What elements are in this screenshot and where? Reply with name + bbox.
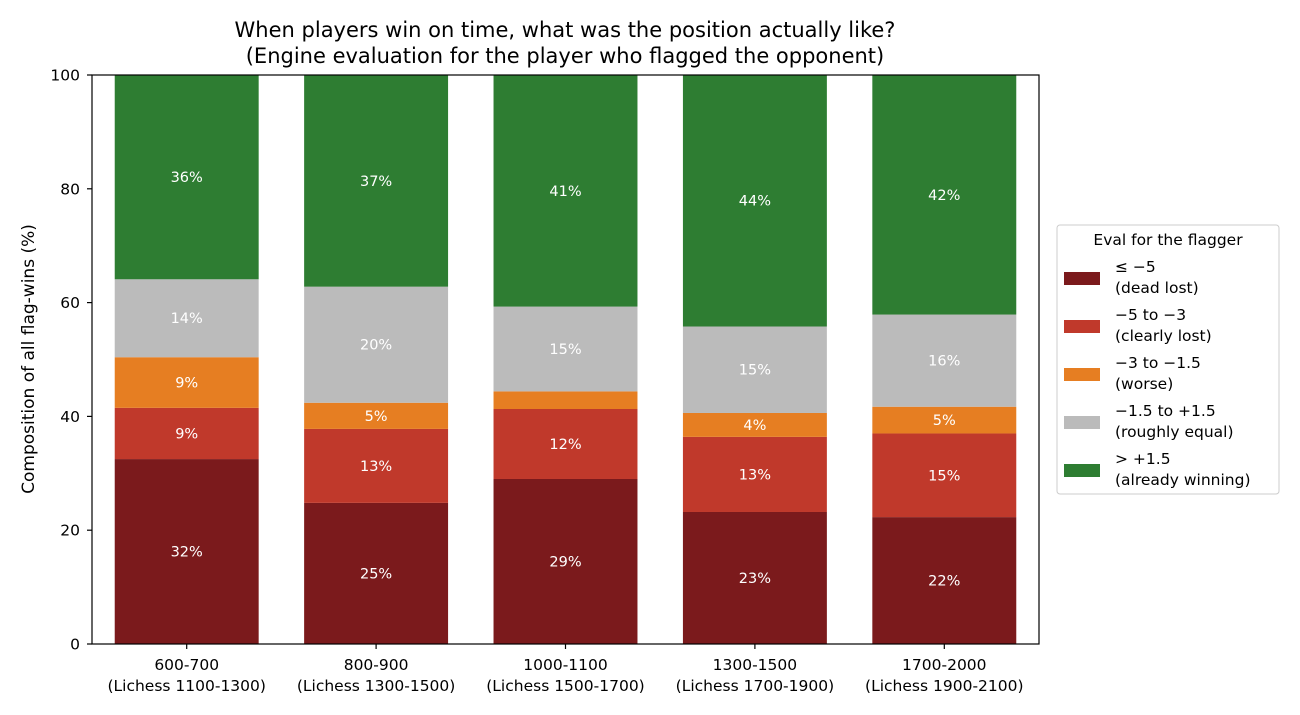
bar-segment (682, 436, 827, 512)
x-tick-label: (Lichess 1300-1500) (297, 677, 455, 695)
legend-label: (clearly lost) (1115, 327, 1212, 345)
x-tick-label: (Lichess 1900-2100) (865, 677, 1023, 695)
bars-group (114, 75, 1017, 644)
bar-segment (493, 409, 638, 479)
data-label: 16% (928, 354, 960, 370)
x-axis: 600-700 (Lichess 1100-1300) 800-900 (Liches… (107, 644, 1024, 695)
legend-label: (worse) (1115, 375, 1173, 393)
data-label: 15% (739, 363, 771, 379)
bar-segment (872, 75, 1017, 315)
bar-segment (304, 286, 449, 403)
legend-swatch (1064, 272, 1100, 285)
x-tick-label: (Lichess 1700-1900) (676, 677, 834, 695)
data-label: 15% (928, 468, 960, 484)
data-label: 9% (175, 376, 198, 392)
legend: Eval for the flagger ≤ −5 (dead lost) −5 t… (1056, 224, 1280, 495)
bar-segment (493, 391, 638, 410)
legend-label: (dead lost) (1115, 279, 1199, 297)
bar-segment (114, 279, 259, 358)
segment-labels-group: 32% 9% 9% 14% 36% 25% 13% 5% 20% 37% 29% 12% 15% 41% 2… (171, 170, 961, 589)
data-label: 4% (743, 418, 766, 434)
y-tick-label: 0 (70, 636, 80, 654)
bar-segment (872, 517, 1017, 644)
data-label: 15% (549, 342, 581, 358)
y-tick-label: 60 (60, 294, 80, 312)
legend-swatch (1064, 368, 1100, 381)
legend-label: −5 to −3 (1115, 306, 1186, 324)
bar-segment (493, 75, 638, 307)
data-label: 23% (739, 571, 771, 587)
bar-segment (872, 406, 1017, 434)
x-tick-label: 1700-2000 (902, 656, 987, 674)
data-label: 36% (171, 170, 203, 186)
plot-frame (91, 74, 1040, 645)
bar-segment (872, 433, 1017, 518)
data-label: 5% (365, 409, 388, 425)
chart-subtitle: (Engine evaluation for the player who fl… (246, 44, 885, 68)
legend-label: −3 to −1.5 (1115, 354, 1201, 372)
bar-segment (304, 402, 449, 429)
legend-frame (1056, 224, 1280, 495)
bar-segment (493, 306, 638, 392)
bar-segment (114, 407, 259, 460)
y-tick-label: 80 (60, 180, 80, 198)
x-tick-label: (Lichess 1100-1300) (107, 677, 265, 695)
data-label: 25% (360, 566, 392, 582)
x-tick-label: 1300-1500 (713, 656, 798, 674)
legend-swatch (1064, 416, 1100, 429)
bar-segment (304, 428, 449, 503)
bar-segment (304, 75, 449, 287)
bar-segment (682, 75, 827, 327)
y-tick-label: 100 (50, 67, 80, 85)
y-axis: 0 20 40 60 80 100 (50, 67, 92, 654)
y-tick-label: 20 (60, 522, 80, 540)
data-label: 22% (928, 574, 960, 590)
data-label: 41% (549, 184, 581, 200)
data-label: 37% (360, 174, 392, 190)
y-tick-label: 40 (60, 408, 80, 426)
bar-segment (682, 326, 827, 413)
legend-swatch (1064, 320, 1100, 333)
data-label: 14% (171, 311, 203, 327)
x-tick-label: (Lichess 1500-1700) (486, 677, 644, 695)
data-label: 32% (171, 545, 203, 561)
data-label: 13% (739, 467, 771, 483)
x-tick-label: 800-900 (344, 656, 409, 674)
legend-label: ≤ −5 (1115, 258, 1156, 276)
legend-label: > +1.5 (1115, 450, 1171, 468)
data-label: 13% (360, 459, 392, 475)
bar-segment (114, 357, 259, 408)
data-label: 42% (928, 188, 960, 204)
bar-segment (493, 478, 638, 644)
legend-swatch (1064, 464, 1100, 477)
data-label: 5% (933, 413, 956, 429)
bar-segment (114, 459, 259, 644)
bar-segment (872, 314, 1017, 407)
chart-title: When players win on time, what was the p… (235, 18, 896, 42)
x-tick-label: 600-700 (154, 656, 219, 674)
legend-label: −1.5 to +1.5 (1115, 402, 1216, 420)
x-tick-label: 1000-1100 (523, 656, 608, 674)
data-label: 9% (175, 426, 198, 442)
bar-segment (304, 502, 449, 644)
bar-segment (682, 412, 827, 437)
legend-label: (roughly equal) (1115, 423, 1234, 441)
data-label: 20% (360, 338, 392, 354)
legend-title: Eval for the flagger (1093, 231, 1243, 249)
data-label: 44% (739, 194, 771, 210)
data-label: 29% (549, 554, 581, 570)
legend-label: (already winning) (1115, 471, 1251, 489)
bar-segment (114, 75, 259, 280)
bar-segment (682, 511, 827, 644)
y-axis-label: Composition of all flag-wins (%) (19, 224, 39, 494)
data-label: 12% (549, 437, 581, 453)
